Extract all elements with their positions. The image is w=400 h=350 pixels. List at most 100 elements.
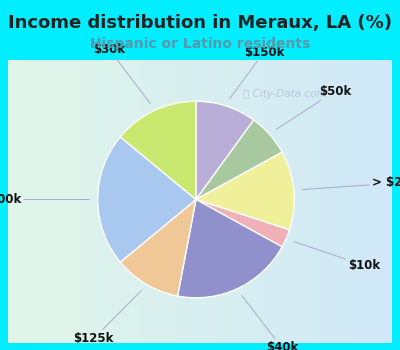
Bar [246,60,250,343]
Bar [146,60,150,343]
Bar [66,60,70,343]
Bar [200,60,204,343]
Bar [77,60,81,343]
Bar [346,60,350,343]
Bar [215,60,219,343]
Bar [308,60,311,343]
Bar [208,60,212,343]
Bar [162,60,166,343]
Bar [169,60,173,343]
Bar [46,60,50,343]
Bar [158,60,162,343]
Bar [166,60,169,343]
Bar [373,60,377,343]
Bar [54,60,58,343]
Bar [8,60,12,343]
Bar [223,60,227,343]
Bar [342,60,346,343]
Bar [350,60,354,343]
Text: > $200k: > $200k [302,176,400,190]
Text: $40k: $40k [242,295,298,350]
Bar [281,60,284,343]
Text: $200k: $200k [0,193,90,206]
Bar [196,60,200,343]
Bar [104,60,108,343]
Bar [311,60,315,343]
Bar [269,60,273,343]
Bar [39,60,42,343]
Bar [50,60,54,343]
Wedge shape [120,101,196,200]
Text: Hispanic or Latino residents: Hispanic or Latino residents [90,37,310,51]
Bar [327,60,330,343]
Bar [42,60,46,343]
Bar [150,60,154,343]
Bar [265,60,269,343]
Bar [138,60,142,343]
Bar [58,60,62,343]
Text: Income distribution in Meraux, LA (%): Income distribution in Meraux, LA (%) [8,14,392,32]
Bar [27,60,31,343]
Bar [319,60,323,343]
Bar [173,60,177,343]
Bar [31,60,35,343]
Bar [108,60,112,343]
Wedge shape [196,152,294,230]
Bar [154,60,158,343]
Bar [273,60,277,343]
Bar [16,60,20,343]
Bar [365,60,369,343]
Bar [250,60,254,343]
Wedge shape [196,120,282,200]
Bar [219,60,223,343]
Bar [284,60,288,343]
Wedge shape [196,101,254,200]
Text: $125k: $125k [73,291,141,345]
Bar [227,60,231,343]
Text: $10k: $10k [294,241,380,272]
Bar [177,60,181,343]
Bar [23,60,27,343]
Bar [116,60,119,343]
Bar [142,60,146,343]
Text: ⓘ City-Data.com: ⓘ City-Data.com [243,89,326,98]
Bar [304,60,308,343]
Bar [85,60,89,343]
Bar [377,60,380,343]
Wedge shape [178,199,282,298]
Bar [185,60,188,343]
Wedge shape [120,199,196,296]
Text: $50k: $50k [276,85,351,130]
Bar [204,60,208,343]
Bar [315,60,319,343]
Bar [234,60,238,343]
Bar [330,60,334,343]
Bar [81,60,85,343]
Bar [192,60,196,343]
Bar [323,60,327,343]
Bar [369,60,373,343]
Bar [12,60,16,343]
Bar [358,60,361,343]
Bar [119,60,123,343]
Bar [188,60,192,343]
Bar [181,60,185,343]
Bar [89,60,92,343]
Bar [354,60,358,343]
Bar [92,60,96,343]
Bar [135,60,138,343]
Bar [212,60,215,343]
Bar [254,60,258,343]
Bar [131,60,135,343]
Bar [100,60,104,343]
Bar [361,60,365,343]
Bar [288,60,292,343]
Bar [73,60,77,343]
Bar [292,60,296,343]
Wedge shape [98,137,196,262]
Text: $150k: $150k [230,46,284,99]
Bar [242,60,246,343]
Bar [277,60,281,343]
Bar [62,60,66,343]
Bar [338,60,342,343]
